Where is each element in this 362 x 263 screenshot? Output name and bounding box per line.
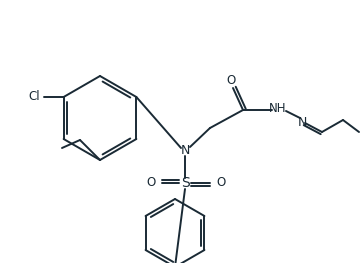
Text: O: O xyxy=(216,176,226,190)
Text: Cl: Cl xyxy=(29,90,41,104)
Text: S: S xyxy=(181,176,189,190)
Text: O: O xyxy=(226,74,236,88)
Text: O: O xyxy=(146,176,156,190)
Text: N: N xyxy=(297,115,307,129)
Text: N: N xyxy=(180,144,190,158)
Text: NH: NH xyxy=(269,103,287,115)
